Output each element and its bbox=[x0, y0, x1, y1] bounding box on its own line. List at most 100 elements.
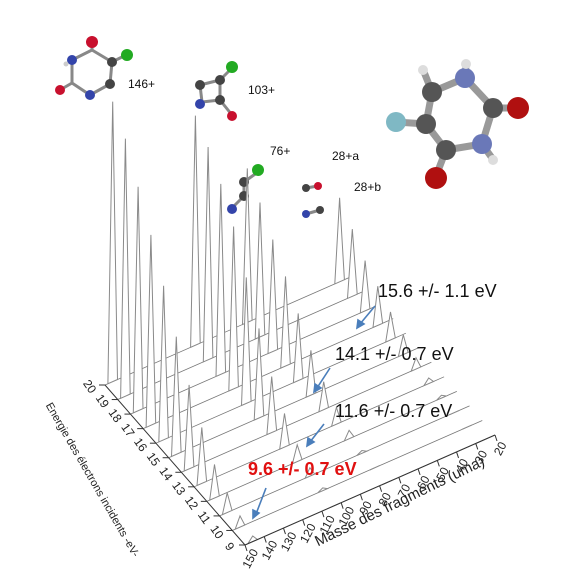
y-tick-label: 11 bbox=[195, 508, 214, 527]
peak bbox=[279, 413, 290, 451]
peak bbox=[234, 514, 246, 531]
y-tick-label: 19 bbox=[93, 392, 112, 411]
energy-annotation: 14.1 +/- 0.7 eV bbox=[335, 344, 454, 364]
spectrum-baseline bbox=[219, 405, 470, 517]
spectrum-baseline bbox=[232, 420, 483, 531]
fragment-label: 146+ bbox=[128, 77, 155, 91]
spectrum-baseline bbox=[181, 361, 432, 473]
peak bbox=[346, 229, 358, 300]
peak bbox=[385, 311, 396, 343]
peak bbox=[449, 410, 460, 416]
y-tick-label: 13 bbox=[169, 479, 188, 498]
y-tick-label: 9 bbox=[222, 540, 237, 554]
x-tick-label: 90 bbox=[356, 498, 375, 517]
peak bbox=[410, 356, 422, 373]
peak bbox=[318, 381, 330, 413]
peak bbox=[436, 394, 449, 401]
x-tick-label: 70 bbox=[395, 481, 414, 500]
peak bbox=[359, 260, 371, 314]
x-tick-label: 60 bbox=[414, 473, 433, 492]
x-tick bbox=[244, 544, 248, 552]
peak bbox=[372, 286, 384, 329]
y-tick-label: 16 bbox=[131, 435, 150, 454]
peak bbox=[461, 424, 472, 430]
peak bbox=[280, 276, 291, 369]
spectrum-baseline bbox=[193, 376, 445, 488]
peak bbox=[330, 405, 342, 428]
peak bbox=[305, 350, 317, 398]
peak bbox=[397, 334, 409, 358]
peak bbox=[215, 183, 227, 378]
peak bbox=[266, 376, 278, 436]
x-tick bbox=[359, 494, 363, 501]
x-tick bbox=[494, 434, 498, 442]
y-tick-label: 15 bbox=[144, 450, 163, 469]
spectrum-baseline bbox=[130, 303, 381, 415]
peak bbox=[292, 313, 304, 384]
x-tick bbox=[379, 485, 383, 492]
peak bbox=[334, 197, 345, 285]
x-tick-label: 30 bbox=[472, 448, 491, 467]
x-tick bbox=[398, 477, 402, 484]
x-tick bbox=[321, 510, 325, 518]
fragment-label: 103+ bbox=[248, 83, 275, 97]
x-tick-label: 130 bbox=[278, 529, 300, 554]
energy-annotation: 11.6 +/- 0.7 eV bbox=[335, 401, 452, 421]
x-tick-label: 50 bbox=[433, 465, 452, 484]
x-tick-label: 140 bbox=[259, 538, 281, 563]
y-tick-label: 17 bbox=[118, 421, 137, 440]
x-tick bbox=[417, 468, 421, 476]
fragment-label: 76+ bbox=[270, 144, 290, 158]
peak bbox=[145, 234, 157, 429]
peak bbox=[254, 202, 266, 340]
annotations: 15.6 +/- 1.1 eV 14.1 +/- 0.7 eV 11.6 +/- 0… bbox=[248, 281, 497, 520]
x-axis bbox=[244, 434, 496, 546]
x-tick-label: 20 bbox=[491, 439, 510, 458]
peak bbox=[228, 226, 239, 392]
x-tick-label: 80 bbox=[376, 490, 395, 509]
peak bbox=[196, 427, 208, 487]
spectrum-baseline bbox=[206, 390, 457, 502]
peak bbox=[422, 377, 435, 387]
energy-annotation: 15.6 +/- 1.1 eV bbox=[378, 281, 497, 301]
waterfall-plot: 9101112131415161718192015014013012011010… bbox=[80, 101, 510, 571]
spectrum-baseline bbox=[117, 289, 368, 400]
spectrum-baseline bbox=[143, 318, 394, 430]
peak bbox=[183, 384, 195, 472]
peak bbox=[120, 138, 131, 400]
spectrum-baseline bbox=[155, 332, 407, 444]
energy-annotation: 9.6 +/- 0.7 eV bbox=[248, 459, 357, 479]
spectrum-baseline bbox=[168, 347, 419, 459]
x-tick bbox=[340, 502, 344, 509]
peak bbox=[202, 146, 214, 363]
peak bbox=[291, 443, 303, 465]
y-tick-label: 18 bbox=[106, 406, 125, 425]
peak bbox=[158, 285, 169, 443]
peak bbox=[369, 465, 380, 471]
x-tick bbox=[302, 519, 306, 526]
x-tick bbox=[475, 443, 479, 450]
x-tick-label: 150 bbox=[239, 546, 261, 571]
spectrum-baseline bbox=[104, 274, 356, 386]
peak bbox=[240, 277, 252, 407]
x-tick bbox=[282, 527, 286, 535]
y-axis bbox=[104, 384, 246, 546]
x-tick-label: 40 bbox=[452, 456, 471, 475]
peak bbox=[209, 464, 220, 501]
peak bbox=[304, 466, 316, 480]
peak bbox=[267, 239, 279, 355]
y-tick-label: 14 bbox=[156, 464, 175, 483]
peak bbox=[170, 336, 182, 458]
y-tick-label: 20 bbox=[80, 377, 99, 396]
peak bbox=[253, 328, 265, 421]
x-tick bbox=[456, 451, 460, 459]
molecule-sketches bbox=[55, 36, 529, 218]
fragment-label: 28+a bbox=[332, 149, 359, 163]
peak bbox=[356, 449, 369, 456]
fragment-label: 28+b bbox=[354, 180, 381, 194]
x-tick bbox=[436, 460, 440, 467]
peak bbox=[107, 101, 119, 385]
peak bbox=[317, 487, 330, 494]
peak bbox=[343, 429, 355, 442]
